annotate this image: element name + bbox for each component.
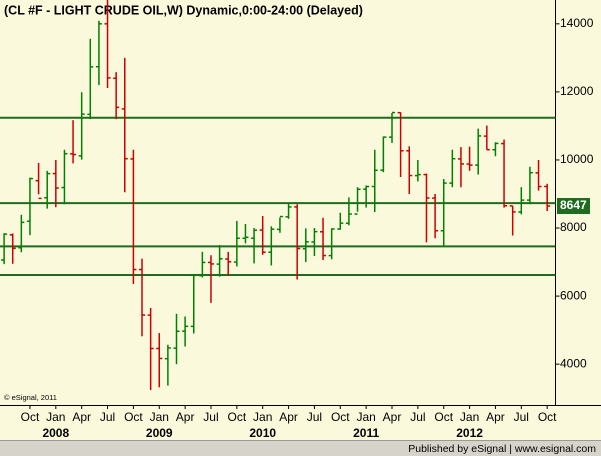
x-tick-label: Oct — [21, 410, 40, 424]
copyright: © eSignal, 2011 — [4, 393, 57, 402]
year-label: 2009 — [146, 426, 173, 440]
x-tick-label: Oct — [434, 410, 453, 424]
year-label: 2008 — [42, 426, 69, 440]
year-label: 2012 — [456, 426, 483, 440]
y-tick-label: 4000 — [560, 356, 587, 370]
x-tick-label: Oct — [228, 410, 247, 424]
x-tick-label: Apr — [383, 410, 402, 424]
y-tick-label: 12000 — [560, 84, 594, 98]
x-tick-label: Jul — [514, 410, 529, 424]
y-tick-label: 10000 — [560, 152, 594, 166]
last-price-box — [557, 198, 590, 215]
chart-title: (CL #F - LIGHT CRUDE OIL,W) Dynamic,0:00… — [4, 3, 363, 17]
x-tick-label: Jan — [253, 410, 272, 424]
y-tick-label: 14000 — [560, 16, 594, 30]
footer-text: Published by eSignal | www.esignal.com — [408, 443, 596, 455]
x-tick-label: Oct — [124, 410, 143, 424]
x-tick-label: Oct — [538, 410, 557, 424]
x-tick-label: Apr — [279, 410, 298, 424]
year-label: 2010 — [249, 426, 276, 440]
year-label: 2011 — [353, 426, 379, 440]
footer-bar — [0, 440, 601, 456]
x-tick-label: Jan — [46, 410, 65, 424]
y-tick-label: 8000 — [560, 220, 587, 234]
x-tick-label: Oct — [331, 410, 350, 424]
x-tick-label: Jul — [307, 410, 322, 424]
x-tick-label: Jul — [410, 410, 425, 424]
y-tick-label: 6000 — [560, 288, 587, 302]
x-tick-label: Apr — [72, 410, 91, 424]
x-tick-label: Jul — [100, 410, 115, 424]
x-tick-label: Apr — [176, 410, 195, 424]
x-tick-label: Apr — [486, 410, 505, 424]
x-tick-label: Jan — [460, 410, 479, 424]
last-price-label: 8647 — [560, 198, 587, 212]
x-tick-label: Jul — [203, 410, 218, 424]
x-tick-label: Jan — [150, 410, 169, 424]
x-tick-label: Jan — [356, 410, 375, 424]
